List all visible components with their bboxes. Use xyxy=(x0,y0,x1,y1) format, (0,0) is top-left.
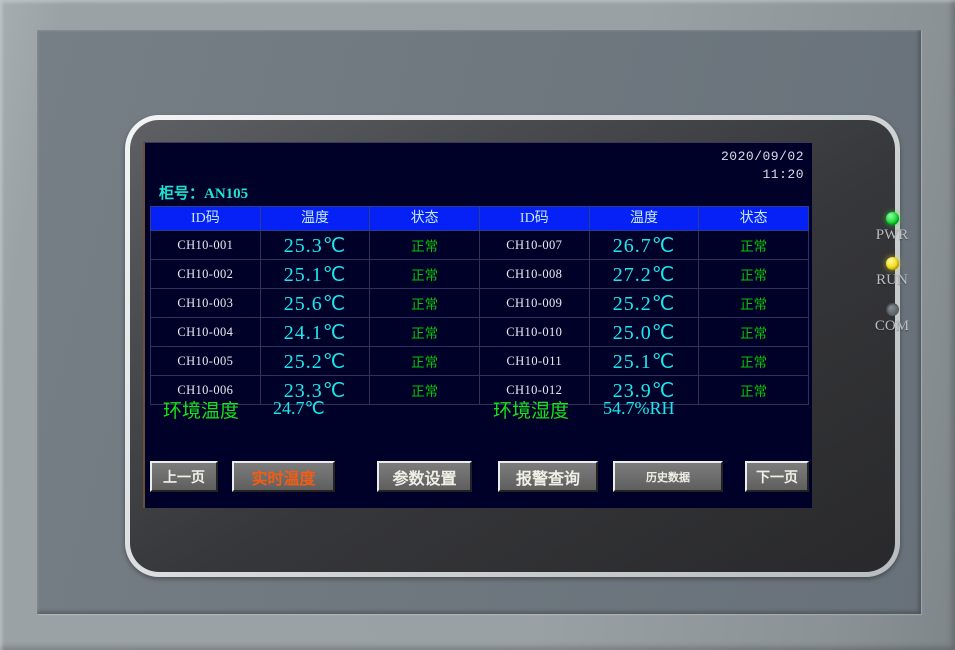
led-indicator-run: RUN xyxy=(867,257,917,289)
table-row: CH10-003 25.6℃ 正常 CH10-009 25.2℃ 正常 xyxy=(150,288,809,318)
cell-channel-id: CH10-012 xyxy=(478,375,590,405)
cell-status: 正常 xyxy=(698,317,809,347)
cell-status: 正常 xyxy=(369,259,480,289)
cell-temperature: 25.2℃ xyxy=(259,346,371,376)
cell-temperature: 25.3℃ xyxy=(259,230,371,260)
cell-channel-id: CH10-006 xyxy=(150,375,261,405)
cell-channel-id: CH10-010 xyxy=(478,317,590,347)
cell-status: 正常 xyxy=(369,288,480,318)
col-header-status-left: 状态 xyxy=(369,206,480,231)
table-header-row: ID码 温度 状态 ID码 温度 状态 xyxy=(150,206,809,231)
cell-temperature: 24.1℃ xyxy=(259,317,371,347)
cell-status: 正常 xyxy=(698,375,809,405)
navigation-button-bar: 上一页 实时温度 参数设置 报警查询 历史数据 下一页 xyxy=(145,461,812,501)
cell-status: 正常 xyxy=(698,346,809,376)
environment-readout: 环境温度 24.7℃ 环境湿度 54.7%RH xyxy=(155,396,805,430)
cell-channel-id: CH10-007 xyxy=(478,230,590,260)
run-led-icon xyxy=(885,257,899,270)
button-alarm-query[interactable]: 报警查询 xyxy=(498,461,598,492)
cell-temperature: 25.1℃ xyxy=(259,259,371,289)
cell-channel-id: CH10-008 xyxy=(478,259,590,289)
led-label-run: RUN xyxy=(876,272,908,288)
com-led-icon xyxy=(885,303,899,316)
cell-temperature: 25.2℃ xyxy=(588,288,700,318)
col-header-temp-right: 温度 xyxy=(588,206,700,231)
col-header-id-left: ID码 xyxy=(150,206,261,231)
table-row: CH10-001 25.3℃ 正常 CH10-007 26.7℃ 正常 xyxy=(150,230,809,260)
cell-channel-id: CH10-005 xyxy=(150,346,261,376)
col-header-status-right: 状态 xyxy=(698,206,809,231)
led-indicator-pwr: PWR xyxy=(867,212,917,244)
cell-status: 正常 xyxy=(369,230,480,260)
cell-channel-id: CH10-001 xyxy=(150,230,261,260)
cabinet-number-label: 柜号：AN105 xyxy=(159,186,249,202)
led-indicator-com: COM xyxy=(867,303,917,335)
table-row: CH10-006 23.3℃ 正常 CH10-012 23.9℃ 正常 xyxy=(150,375,809,405)
cell-temperature: 23.9℃ xyxy=(588,375,700,405)
env-humidity-value: 54.7%RH xyxy=(603,398,675,418)
cell-status: 正常 xyxy=(698,259,809,289)
cell-temperature: 25.0℃ xyxy=(588,317,700,347)
lcd-screen: 2020/09/02 11:20 柜号：AN105 ID码 温度 状态 ID码 … xyxy=(143,142,812,508)
temperature-table: ID码 温度 状态 ID码 温度 状态 CH10-001 25.3℃ 正常 CH10-… xyxy=(150,206,809,405)
clock-display: 2020/09/02 11:20 xyxy=(721,148,804,184)
cell-temperature: 27.2℃ xyxy=(588,259,700,289)
button-parameter-settings[interactable]: 参数设置 xyxy=(377,461,472,492)
clock-date: 2020/09/02 xyxy=(720,149,804,164)
cell-temperature: 26.7℃ xyxy=(588,230,700,260)
led-label-pwr: PWR xyxy=(875,227,909,243)
button-realtime-temperature[interactable]: 实时温度 xyxy=(232,461,335,492)
col-header-id-right: ID码 xyxy=(478,206,590,231)
cell-status: 正常 xyxy=(698,288,809,318)
clock-time: 11:20 xyxy=(762,167,804,182)
pwr-led-icon xyxy=(885,212,899,225)
cell-channel-id: CH10-009 xyxy=(478,288,590,318)
button-history-data[interactable]: 历史数据 xyxy=(613,461,723,492)
table-row: CH10-005 25.2℃ 正常 CH10-011 25.1℃ 正常 xyxy=(150,346,809,376)
cell-status: 正常 xyxy=(369,346,480,376)
cell-channel-id: CH10-011 xyxy=(478,346,590,376)
cell-temperature: 25.6℃ xyxy=(259,288,371,318)
cell-temperature: 23.3℃ xyxy=(259,375,371,405)
env-temperature-value: 24.7℃ xyxy=(273,398,325,418)
col-header-temp-left: 温度 xyxy=(259,206,371,231)
env-temperature-label: 环境温度 xyxy=(163,401,240,422)
cell-channel-id: CH10-002 xyxy=(150,259,261,289)
led-label-com: COM xyxy=(874,318,910,334)
env-humidity-label: 环境湿度 xyxy=(493,401,570,422)
table-row: CH10-002 25.1℃ 正常 CH10-008 27.2℃ 正常 xyxy=(150,259,809,289)
cell-channel-id: CH10-004 xyxy=(150,317,261,347)
button-prev-page[interactable]: 上一页 xyxy=(150,461,218,492)
table-body: CH10-001 25.3℃ 正常 CH10-007 26.7℃ 正常 CH10-002 25… xyxy=(150,230,809,405)
cell-status: 正常 xyxy=(369,375,480,405)
cell-status: 正常 xyxy=(698,230,809,260)
cell-temperature: 25.1℃ xyxy=(588,346,700,376)
cell-status: 正常 xyxy=(369,317,480,347)
table-row: CH10-004 24.1℃ 正常 CH10-010 25.0℃ 正常 xyxy=(150,317,809,347)
cell-channel-id: CH10-003 xyxy=(150,288,261,318)
button-next-page[interactable]: 下一页 xyxy=(745,461,809,492)
